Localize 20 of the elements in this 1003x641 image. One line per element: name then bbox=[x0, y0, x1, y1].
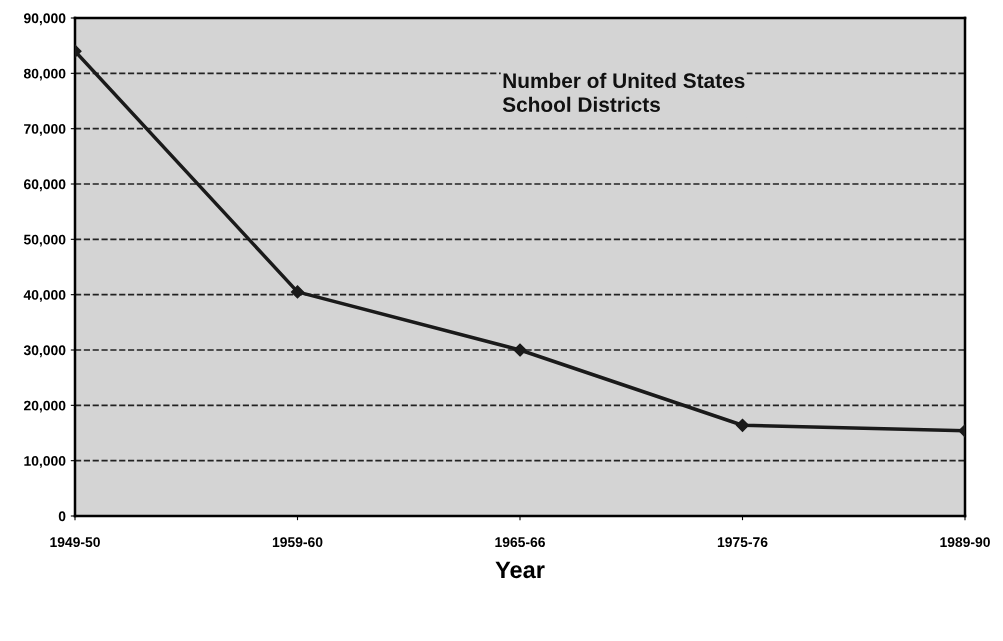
y-tick-label: 70,000 bbox=[24, 124, 66, 136]
y-tick-label: 60,000 bbox=[24, 179, 66, 192]
point bbox=[290, 285, 305, 299]
x-axis-title: Year bbox=[495, 561, 545, 579]
y-tick-label: 10,000 bbox=[24, 456, 66, 468]
x-tick-label: 1949-50 bbox=[50, 537, 100, 548]
y-tick-label: 30,000 bbox=[23, 345, 66, 358]
y-tick-label: 40,000 bbox=[23, 290, 66, 302]
x-tick-label: 1989-90 bbox=[940, 537, 990, 548]
y-tick-label: 90,000 bbox=[23, 13, 66, 26]
x-tick-label: 1975-76 bbox=[717, 537, 768, 548]
y-tick-label: 0 bbox=[58, 511, 66, 522]
text: Number of United States School Districts bbox=[502, 72, 745, 113]
y-tick-label: 50,000 bbox=[23, 234, 66, 247]
point bbox=[513, 343, 527, 357]
x-tick-label: 1965-66 bbox=[495, 537, 545, 548]
point bbox=[735, 418, 750, 432]
x-tick-label: 1959-60 bbox=[272, 537, 323, 548]
y-tick-label: 20,000 bbox=[23, 400, 66, 413]
y-tick-label: 80,000 bbox=[23, 68, 66, 81]
